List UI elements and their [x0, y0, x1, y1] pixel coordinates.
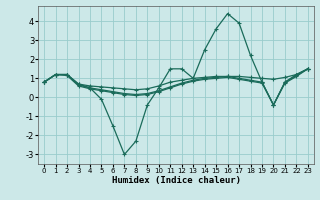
X-axis label: Humidex (Indice chaleur): Humidex (Indice chaleur): [111, 176, 241, 185]
